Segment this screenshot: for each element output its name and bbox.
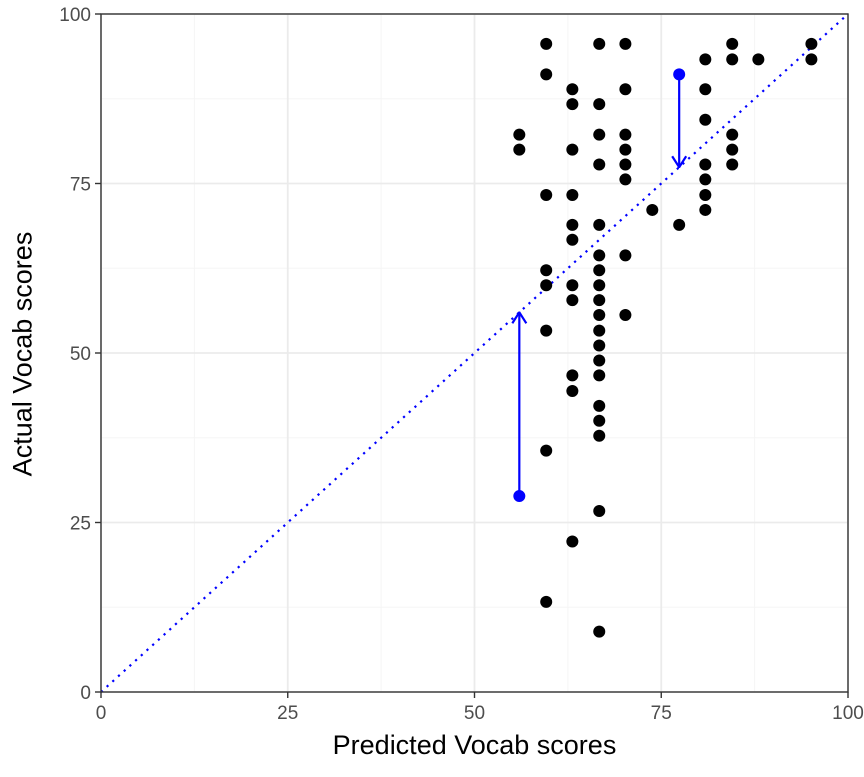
data-point (699, 173, 712, 186)
x-tick-label: 100 (832, 703, 864, 724)
data-point (619, 83, 632, 96)
data-point (566, 143, 579, 156)
x-tick-label: 25 (277, 703, 298, 724)
data-point (619, 158, 632, 171)
y-tick-label: 0 (80, 683, 91, 704)
data-point (805, 53, 818, 66)
data-point (540, 324, 553, 337)
y-axis-title: Actual Vocab scores (7, 231, 38, 477)
data-point (593, 399, 606, 412)
y-tick-label: 25 (70, 514, 91, 535)
x-axis: 0 25 50 75 100 (96, 692, 864, 724)
data-point (540, 68, 553, 81)
data-point (593, 249, 606, 262)
data-point (726, 128, 739, 141)
data-point (566, 294, 579, 307)
data-point (593, 324, 606, 337)
data-point (619, 143, 632, 156)
data-point (593, 429, 606, 442)
data-point (593, 414, 606, 427)
reference-line (100, 13, 849, 693)
data-point (619, 309, 632, 322)
data-point (566, 98, 579, 111)
y-tick-label: 100 (59, 5, 91, 26)
data-point (593, 279, 606, 292)
data-point (566, 384, 579, 397)
data-point (619, 37, 632, 50)
x-tick-label: 0 (96, 703, 107, 724)
data-point (619, 249, 632, 262)
data-point (513, 128, 526, 141)
data-point (699, 189, 712, 202)
data-point (619, 173, 632, 186)
data-point (699, 113, 712, 126)
data-point (593, 294, 606, 307)
data-point (513, 143, 526, 156)
data-point (593, 309, 606, 322)
y-tick-label: 75 (70, 175, 91, 196)
data-point (805, 37, 818, 50)
data-point (726, 37, 739, 50)
data-point (593, 128, 606, 141)
data-point (540, 37, 553, 50)
data-point (619, 128, 632, 141)
data-point (540, 279, 553, 292)
highlighted-points (513, 68, 686, 503)
data-point (566, 369, 579, 382)
data-point (566, 233, 579, 246)
data-point (540, 189, 553, 202)
x-axis-title: Predicted Vocab scores (332, 730, 617, 760)
x-tick-label: 50 (464, 703, 485, 724)
data-point (699, 158, 712, 171)
data-point (540, 595, 553, 608)
data-point (699, 203, 712, 216)
data-point (593, 504, 606, 517)
data-point (566, 218, 579, 231)
data-point (752, 53, 765, 66)
data-point (593, 98, 606, 111)
data-point (593, 369, 606, 382)
data-point (726, 158, 739, 171)
x-tick-label: 75 (651, 703, 672, 724)
data-point (673, 218, 686, 231)
y-axis: 0 25 50 75 100 (59, 5, 101, 704)
data-point (540, 264, 553, 277)
data-points (513, 37, 818, 638)
data-point (566, 83, 579, 96)
data-point (593, 625, 606, 638)
data-point (566, 535, 579, 548)
data-point (566, 279, 579, 292)
data-point (646, 203, 659, 216)
data-point (593, 158, 606, 171)
data-point (593, 354, 606, 367)
data-point (593, 264, 606, 277)
data-point (726, 53, 739, 66)
data-point (726, 143, 739, 156)
data-point (593, 339, 606, 352)
data-point (566, 189, 579, 202)
data-point (699, 83, 712, 96)
data-point (699, 53, 712, 66)
highlighted-point (673, 68, 686, 81)
y-tick-label: 50 (70, 344, 91, 365)
data-point (593, 37, 606, 50)
highlighted-point (513, 490, 526, 503)
data-point (540, 444, 553, 457)
data-point (593, 218, 606, 231)
